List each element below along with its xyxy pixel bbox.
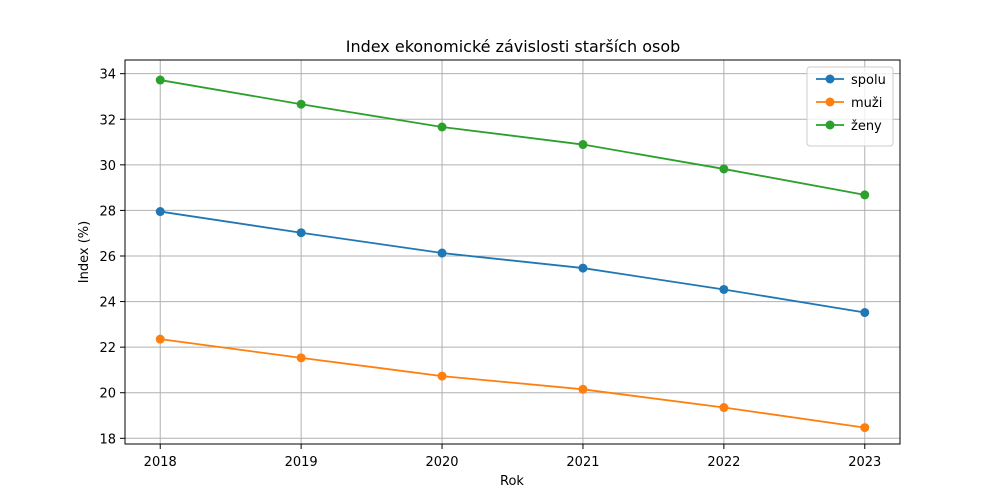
data-point xyxy=(155,75,165,85)
legend-label: spolu xyxy=(851,73,886,88)
data-point xyxy=(155,207,165,217)
legend-label: ženy xyxy=(851,119,882,134)
data-point xyxy=(719,284,729,294)
series-line-1 xyxy=(160,338,865,429)
y-tick-label: 30 xyxy=(99,159,116,174)
x-tick-label: 2019 xyxy=(285,455,318,470)
series-line-2 xyxy=(160,79,865,196)
legend-marker xyxy=(825,120,835,130)
x-tick-label: 2021 xyxy=(566,455,599,470)
data-point xyxy=(296,353,306,363)
y-tick-label: 24 xyxy=(99,296,116,311)
x-tick-label: 2020 xyxy=(425,455,458,470)
y-tick-label: 18 xyxy=(99,432,116,447)
data-point xyxy=(860,423,870,433)
legend-marker xyxy=(825,97,835,107)
series-lines xyxy=(155,75,870,433)
data-point xyxy=(719,164,729,174)
data-point xyxy=(860,308,870,318)
data-point xyxy=(155,334,165,344)
x-axis-label: Rok xyxy=(500,474,524,489)
x-tick-label: 2022 xyxy=(707,455,740,470)
y-tick-label: 28 xyxy=(99,204,116,219)
data-point xyxy=(437,122,447,132)
axes: 2018 2019 2020 2021 2022 20231820222426283032… xyxy=(99,68,881,470)
data-point xyxy=(578,263,588,273)
data-point xyxy=(437,371,447,381)
y-axis-label: Index (%) xyxy=(77,221,92,283)
data-point xyxy=(719,403,729,413)
legend: spolu muži ženy xyxy=(806,66,894,147)
x-tick-label: 2018 xyxy=(144,455,177,470)
data-point xyxy=(860,190,870,200)
x-tick-label: 2023 xyxy=(848,455,881,470)
y-tick-label: 22 xyxy=(99,341,116,356)
data-point xyxy=(296,228,306,238)
data-point xyxy=(578,140,588,150)
y-tick-label: 34 xyxy=(99,68,116,83)
plot-area-frame xyxy=(124,59,901,445)
legend-marker xyxy=(825,74,835,84)
data-point xyxy=(578,384,588,394)
data-point xyxy=(296,99,306,109)
legend-label: muži xyxy=(851,96,882,111)
y-tick-label: 32 xyxy=(99,113,116,128)
data-point xyxy=(437,248,447,258)
series-line-0 xyxy=(160,210,865,314)
chart-title: Index ekonomické závislosti starších oso… xyxy=(346,37,681,56)
y-tick-label: 20 xyxy=(99,387,116,402)
y-tick-label: 26 xyxy=(99,250,116,265)
